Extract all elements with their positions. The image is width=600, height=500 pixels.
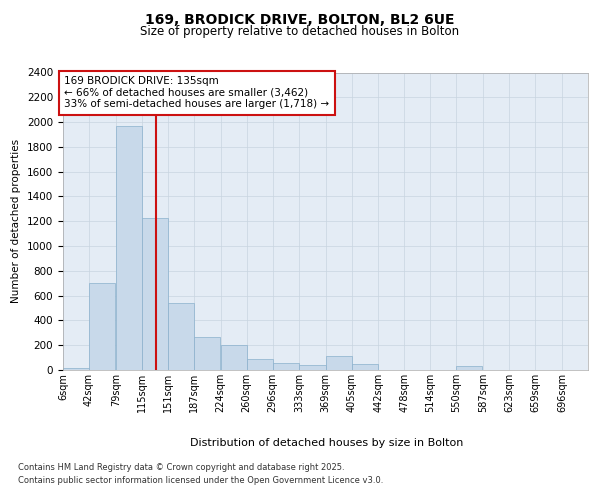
Bar [116, 126, 142, 370]
Text: Size of property relative to detached houses in Bolton: Size of property relative to detached ho… [140, 25, 460, 38]
Bar [221, 345, 247, 370]
Bar [299, 365, 325, 370]
Y-axis label: Number of detached properties: Number of detached properties [11, 139, 22, 304]
Bar [325, 356, 352, 370]
Text: 169, BRODICK DRIVE, BOLTON, BL2 6UE: 169, BRODICK DRIVE, BOLTON, BL2 6UE [145, 12, 455, 26]
Text: 169 BRODICK DRIVE: 135sqm
← 66% of detached houses are smaller (3,462)
33% of se: 169 BRODICK DRIVE: 135sqm ← 66% of detac… [64, 76, 329, 110]
Bar [457, 366, 482, 370]
Bar [89, 283, 115, 370]
Bar [168, 303, 194, 370]
Text: Contains HM Land Registry data © Crown copyright and database right 2025.: Contains HM Land Registry data © Crown c… [18, 464, 344, 472]
Bar [142, 218, 168, 370]
Text: Distribution of detached houses by size in Bolton: Distribution of detached houses by size … [190, 438, 464, 448]
Bar [352, 364, 377, 370]
Text: Contains public sector information licensed under the Open Government Licence v3: Contains public sector information licen… [18, 476, 383, 485]
Bar [194, 336, 220, 370]
Bar [247, 360, 273, 370]
Bar [63, 368, 89, 370]
Bar [273, 362, 299, 370]
